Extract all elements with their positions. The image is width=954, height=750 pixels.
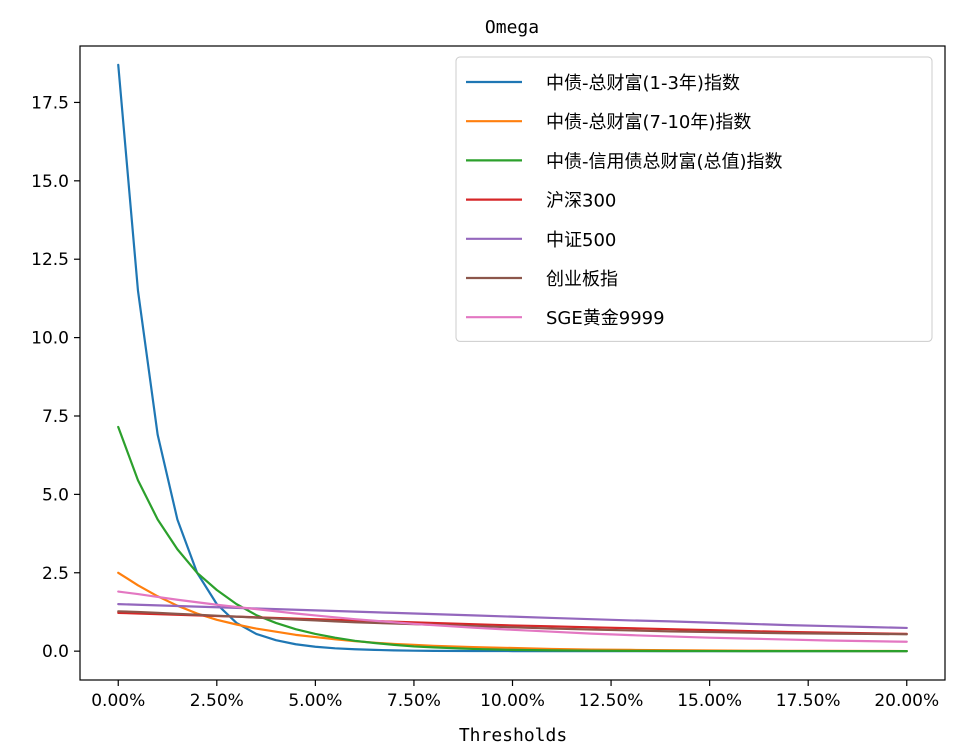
y-axis: 0.0 2.5 5.0 7.5 10.0 12.5 15.0 17.5	[31, 93, 80, 662]
y-tick-label: 12.5	[31, 250, 69, 270]
x-tick-label: 2.50%	[190, 691, 244, 711]
series-line-7	[117, 590, 908, 643]
legend: 中债-总财富(1-3年)指数中债-总财富(7-10年)指数中债-信用债总财富(总…	[455, 56, 933, 342]
x-tick-label: 5.00%	[288, 691, 342, 711]
series-lines	[117, 63, 908, 653]
legend-label: 中证500	[546, 230, 616, 251]
legend-label: 中债-总财富(7-10年)指数	[546, 112, 751, 133]
y-tick-label: 5.0	[42, 485, 69, 505]
y-tick-label: 2.5	[42, 564, 69, 584]
x-tick-label: 10.00%	[480, 691, 545, 711]
chart-title: Omega	[485, 17, 539, 38]
y-tick-label: 10.0	[31, 329, 69, 349]
y-tick-label: 17.5	[31, 93, 69, 113]
legend-label: SGE黄金9999	[546, 308, 665, 329]
legend-label: 中债-信用债总财富(总值)指数	[546, 151, 783, 172]
series-line-5	[117, 603, 908, 630]
x-axis: 0.00% 2.50% 5.00% 7.50% 10.00% 12.50% 15.00% 17…	[91, 680, 939, 711]
y-tick-label: 15.0	[31, 172, 69, 192]
plot-area	[79, 45, 946, 681]
x-tick-label: 7.50%	[387, 691, 441, 711]
y-tick-label: 7.5	[42, 407, 69, 427]
x-tick-label: 17.50%	[776, 691, 841, 711]
x-tick-label: 20.00%	[874, 691, 939, 711]
series-line-6	[117, 610, 908, 636]
series-line-3	[117, 425, 908, 653]
x-tick-label: 15.00%	[677, 691, 742, 711]
legend-label: 中债-总财富(1-3年)指数	[546, 73, 740, 94]
y-tick-label: 0.0	[42, 642, 69, 662]
x-axis-label: Thresholds	[459, 725, 567, 746]
legend-box	[455, 56, 933, 342]
legend-label: 沪深300	[546, 191, 616, 212]
x-tick-label: 12.50%	[579, 691, 644, 711]
legend-label: 创业板指	[546, 269, 618, 290]
x-tick-label: 0.00%	[91, 691, 145, 711]
